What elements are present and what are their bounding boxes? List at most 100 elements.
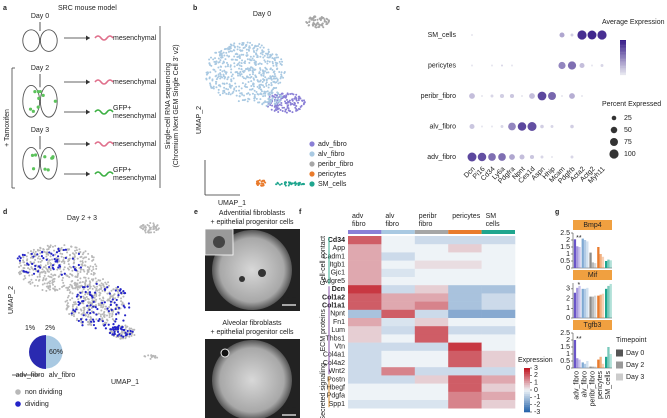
cell-dot [236, 45, 239, 48]
heat-cell [381, 400, 416, 409]
cell-dot [284, 100, 287, 103]
cell-dot [67, 287, 70, 290]
cell-dot [255, 91, 258, 94]
cell-dot [265, 71, 268, 74]
cell-dot [263, 86, 266, 89]
cell-dot [28, 274, 31, 277]
bar [583, 240, 587, 268]
heat-cell [481, 334, 516, 343]
cell-dot [215, 60, 218, 63]
cell-dot [279, 62, 282, 65]
cell-dot [107, 323, 110, 326]
cell-dot [87, 313, 90, 316]
cell-dot [101, 320, 104, 323]
cell-dot [264, 60, 267, 63]
cell-dot [255, 180, 258, 183]
cell-dot [281, 92, 284, 95]
cell-dot [46, 248, 49, 251]
cell-dot [83, 308, 86, 311]
cell-dot [313, 15, 316, 18]
cell-dot [72, 311, 75, 314]
colorbar-step [620, 62, 626, 65]
legend-swatch [309, 151, 315, 157]
cell-dot [112, 288, 115, 291]
cell-dot [211, 86, 214, 89]
column-bar [481, 230, 515, 234]
cell-dot [230, 75, 233, 78]
cell-dot [287, 184, 290, 187]
bar [581, 288, 584, 318]
cell-dot [242, 77, 245, 80]
cell-dot [248, 93, 251, 96]
cell-dot [18, 259, 22, 262]
cell-dot [74, 249, 77, 252]
heat-cell [348, 375, 382, 384]
cell-dot [254, 75, 257, 78]
cell-dot [60, 270, 63, 273]
cell-dot [260, 93, 263, 96]
cell-dot [215, 82, 218, 85]
cell-dot [276, 107, 279, 110]
cell-dot [209, 82, 212, 85]
cell-dot [214, 70, 217, 73]
cell-dot [51, 283, 54, 286]
bar [607, 259, 610, 268]
cell-dot [222, 51, 225, 54]
cell-dot [89, 312, 92, 315]
bar [605, 261, 608, 268]
colorbar-step [620, 55, 626, 58]
heat-cell [381, 326, 416, 335]
cell-dot [65, 307, 68, 310]
colorbar-step [620, 73, 626, 76]
cell-dot [314, 18, 317, 21]
image-title: Adventitial fibroblasts [219, 210, 286, 217]
cell-dot [52, 278, 55, 281]
heat-cell [348, 383, 382, 393]
panel-title: Day 0 [253, 11, 271, 18]
heat-cell [348, 277, 382, 286]
lung-lobe [22, 146, 41, 180]
dot [550, 155, 554, 159]
cell-dot [48, 251, 51, 254]
dot [480, 94, 484, 98]
cell-dot [73, 310, 77, 313]
cell-dot [87, 315, 90, 318]
cell-dot [99, 284, 102, 287]
panel-label: b [193, 5, 197, 12]
cell-dot [84, 260, 87, 263]
cell-dot [122, 295, 125, 298]
cell-dot [117, 324, 120, 327]
cell-dot [115, 298, 118, 302]
cell-dot [260, 62, 263, 65]
cell-dot [275, 62, 278, 65]
cell-dot [251, 73, 254, 76]
cell-dot [206, 71, 209, 74]
heat-cell [348, 359, 382, 368]
cell-dot [55, 251, 59, 254]
cell-dot [224, 76, 227, 79]
cell-dot [219, 72, 222, 75]
cell-dot [113, 293, 116, 296]
legend-swatch [309, 171, 315, 177]
cell-dot [303, 99, 306, 102]
cell-dot [225, 82, 228, 85]
cell-dot [259, 98, 262, 101]
cell-dot [104, 305, 107, 308]
cell-dot [34, 255, 37, 258]
cell-dot [101, 317, 104, 320]
size-key-label: 100 [624, 151, 636, 158]
heat-cell [414, 375, 449, 384]
cell-dot [117, 292, 120, 295]
heat-cell [348, 326, 382, 335]
cell-dot [97, 319, 100, 322]
cell-dot [42, 257, 45, 260]
cell-dot [92, 256, 95, 259]
cell-dot [59, 252, 62, 255]
cell-dot [70, 266, 73, 269]
cell-dot [278, 103, 281, 106]
dot [587, 30, 597, 40]
cell-dot [30, 252, 33, 255]
cell-dot [279, 109, 282, 112]
cell-dot [50, 276, 53, 279]
cell-dot [229, 45, 232, 48]
